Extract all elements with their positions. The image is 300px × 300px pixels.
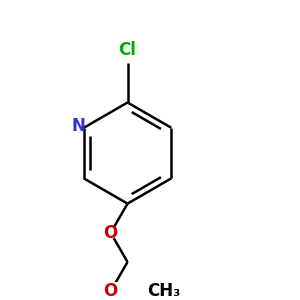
Text: O: O	[103, 282, 118, 300]
Text: Cl: Cl	[118, 41, 136, 59]
Text: O: O	[103, 224, 118, 242]
Text: N: N	[72, 117, 86, 135]
Text: CH₃: CH₃	[147, 282, 181, 300]
